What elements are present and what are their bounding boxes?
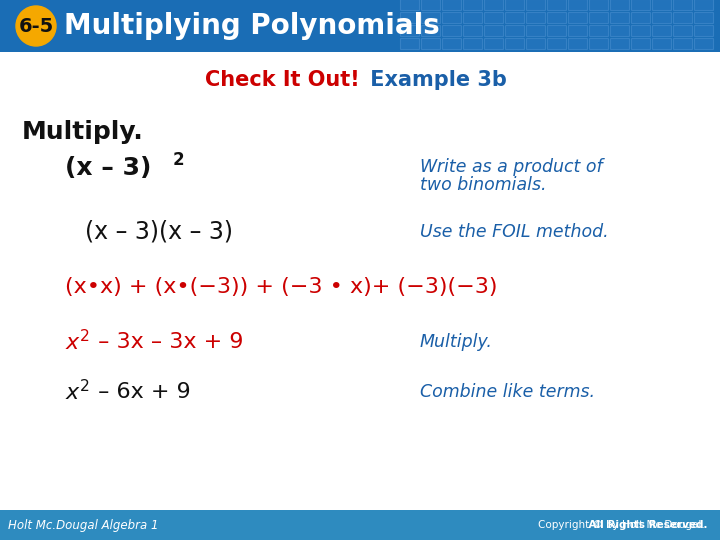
Bar: [631, 25, 650, 36]
Bar: [484, 25, 503, 36]
Bar: [610, 25, 629, 36]
Bar: [400, 12, 419, 23]
Text: (x – 3)(x – 3): (x – 3)(x – 3): [85, 220, 233, 244]
Bar: [694, 38, 713, 49]
Text: Write as a product of: Write as a product of: [420, 158, 603, 176]
Bar: [421, 25, 440, 36]
Bar: [652, 38, 671, 49]
Bar: [652, 12, 671, 23]
Bar: [463, 25, 482, 36]
Bar: [631, 0, 650, 10]
Bar: [694, 25, 713, 36]
Bar: [484, 12, 503, 23]
Bar: [442, 12, 461, 23]
Text: 2: 2: [173, 151, 184, 169]
Bar: [610, 12, 629, 23]
Text: All Rights Reserved.: All Rights Reserved.: [400, 520, 708, 530]
Bar: [526, 12, 545, 23]
Bar: [442, 25, 461, 36]
Bar: [0, 0, 720, 52]
Bar: [589, 12, 608, 23]
Bar: [421, 12, 440, 23]
Circle shape: [16, 6, 56, 46]
Bar: [610, 0, 629, 10]
Bar: [526, 25, 545, 36]
Bar: [547, 12, 566, 23]
Bar: [505, 25, 524, 36]
Bar: [589, 0, 608, 10]
Bar: [463, 12, 482, 23]
Bar: [652, 0, 671, 10]
Bar: [568, 38, 587, 49]
Bar: [673, 12, 692, 23]
Text: $x^2$: $x^2$: [65, 329, 90, 355]
Bar: [505, 0, 524, 10]
Bar: [442, 38, 461, 49]
Text: Example 3b: Example 3b: [363, 70, 507, 90]
Bar: [652, 25, 671, 36]
Text: two binomials.: two binomials.: [420, 176, 546, 194]
Bar: [400, 0, 419, 10]
Bar: [463, 0, 482, 10]
Bar: [505, 12, 524, 23]
Text: – 6x + 9: – 6x + 9: [91, 382, 191, 402]
Bar: [589, 25, 608, 36]
Bar: [421, 0, 440, 10]
Bar: [400, 25, 419, 36]
Bar: [526, 38, 545, 49]
Bar: [694, 12, 713, 23]
Bar: [526, 0, 545, 10]
Bar: [547, 0, 566, 10]
Text: (x•x) + (x•(−3)) + (−3 • x)+ (−3)(−3): (x•x) + (x•(−3)) + (−3 • x)+ (−3)(−3): [65, 277, 498, 297]
Bar: [673, 0, 692, 10]
Bar: [631, 12, 650, 23]
Bar: [463, 38, 482, 49]
Text: Copyright © by Holt Mc Dougal.: Copyright © by Holt Mc Dougal.: [538, 520, 708, 530]
Bar: [673, 25, 692, 36]
Text: Use the FOIL method.: Use the FOIL method.: [420, 223, 608, 241]
Bar: [484, 38, 503, 49]
Text: Holt Mc.Dougal Algebra 1: Holt Mc.Dougal Algebra 1: [8, 518, 158, 531]
Bar: [400, 38, 419, 49]
Text: $x^2$: $x^2$: [65, 380, 90, 404]
Text: Check It Out!: Check It Out!: [205, 70, 360, 90]
Text: Multiplying Polynomials: Multiplying Polynomials: [64, 12, 440, 40]
Text: Combine like terms.: Combine like terms.: [420, 383, 595, 401]
Bar: [505, 38, 524, 49]
Bar: [547, 38, 566, 49]
Text: (x – 3): (x – 3): [65, 156, 151, 180]
Bar: [610, 38, 629, 49]
Text: Multiply.: Multiply.: [22, 120, 144, 144]
Bar: [589, 38, 608, 49]
Bar: [421, 38, 440, 49]
Bar: [568, 0, 587, 10]
Bar: [694, 0, 713, 10]
Bar: [484, 0, 503, 10]
Text: 6-5: 6-5: [19, 17, 53, 36]
Bar: [547, 25, 566, 36]
Text: – 3x – 3x + 9: – 3x – 3x + 9: [91, 332, 243, 352]
Bar: [568, 25, 587, 36]
Bar: [568, 12, 587, 23]
Bar: [673, 38, 692, 49]
Text: Multiply.: Multiply.: [420, 333, 493, 351]
Bar: [442, 0, 461, 10]
Bar: [0, 510, 720, 540]
Bar: [631, 38, 650, 49]
